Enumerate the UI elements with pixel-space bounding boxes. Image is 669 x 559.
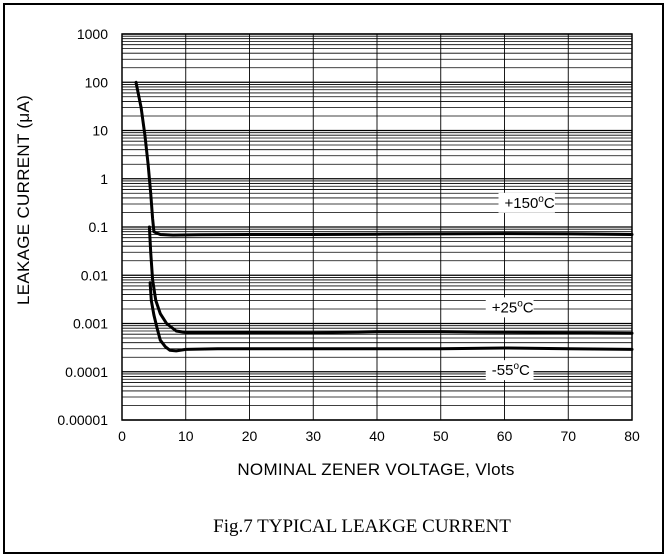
annotation-background — [485, 297, 534, 318]
y-tick-label: 1 — [100, 171, 108, 187]
data-curves — [134, 80, 634, 353]
series-line-150-c — [134, 80, 634, 237]
x-tick-label: 0 — [118, 428, 126, 444]
y-tick-label: 0.0001 — [65, 364, 108, 380]
y-tick-label: 0.001 — [73, 316, 108, 332]
y-axis-title: LEAKAGE CURRENT (μA) — [14, 95, 33, 305]
y-tick-label: 100 — [85, 74, 109, 90]
y-tick-label: 10 — [92, 123, 108, 139]
y-tick-label: 0.1 — [89, 219, 109, 235]
y-tick-labels: 0.00001 0.0001 0.001 0.01 0.1 1 10 100 1000 — [57, 26, 108, 428]
annotation-background — [498, 192, 555, 213]
plot-area-border — [121, 33, 633, 421]
y-tick-label: 0.01 — [81, 267, 108, 283]
x-tick-label: 20 — [242, 428, 258, 444]
x-tick-label: 70 — [560, 428, 576, 444]
series-annotation-25-c: +25oC — [492, 298, 534, 316]
x-tick-label: 30 — [305, 428, 321, 444]
series-annotations: +150oC +25oC -55oC — [485, 192, 555, 381]
x-tick-label: 60 — [497, 428, 513, 444]
x-tick-label: 50 — [433, 428, 449, 444]
x-tick-label: 80 — [624, 428, 640, 444]
major-gridlines — [121, 33, 633, 421]
y-tick-label: 1000 — [77, 26, 108, 42]
x-axis-title: NOMINAL ZENER VOLTAGE, Vlots — [237, 460, 514, 479]
figure-frame — [3, 3, 664, 554]
series-line-25-c — [147, 225, 634, 335]
x-tick-label: 10 — [178, 428, 194, 444]
series-annotation-150-c: +150oC — [505, 194, 555, 212]
x-tick-labels: 0 10 20 30 40 50 60 70 80 — [118, 428, 640, 444]
series-line-55-c — [148, 281, 634, 353]
annotation-background — [485, 360, 534, 381]
y-tick-label: 0.00001 — [57, 412, 108, 428]
figure-caption: Fig.7 TYPICAL LEAKGE CURRENT — [213, 516, 511, 537]
series-annotation-55-c: -55oC — [492, 361, 530, 379]
x-tick-label: 40 — [369, 428, 385, 444]
